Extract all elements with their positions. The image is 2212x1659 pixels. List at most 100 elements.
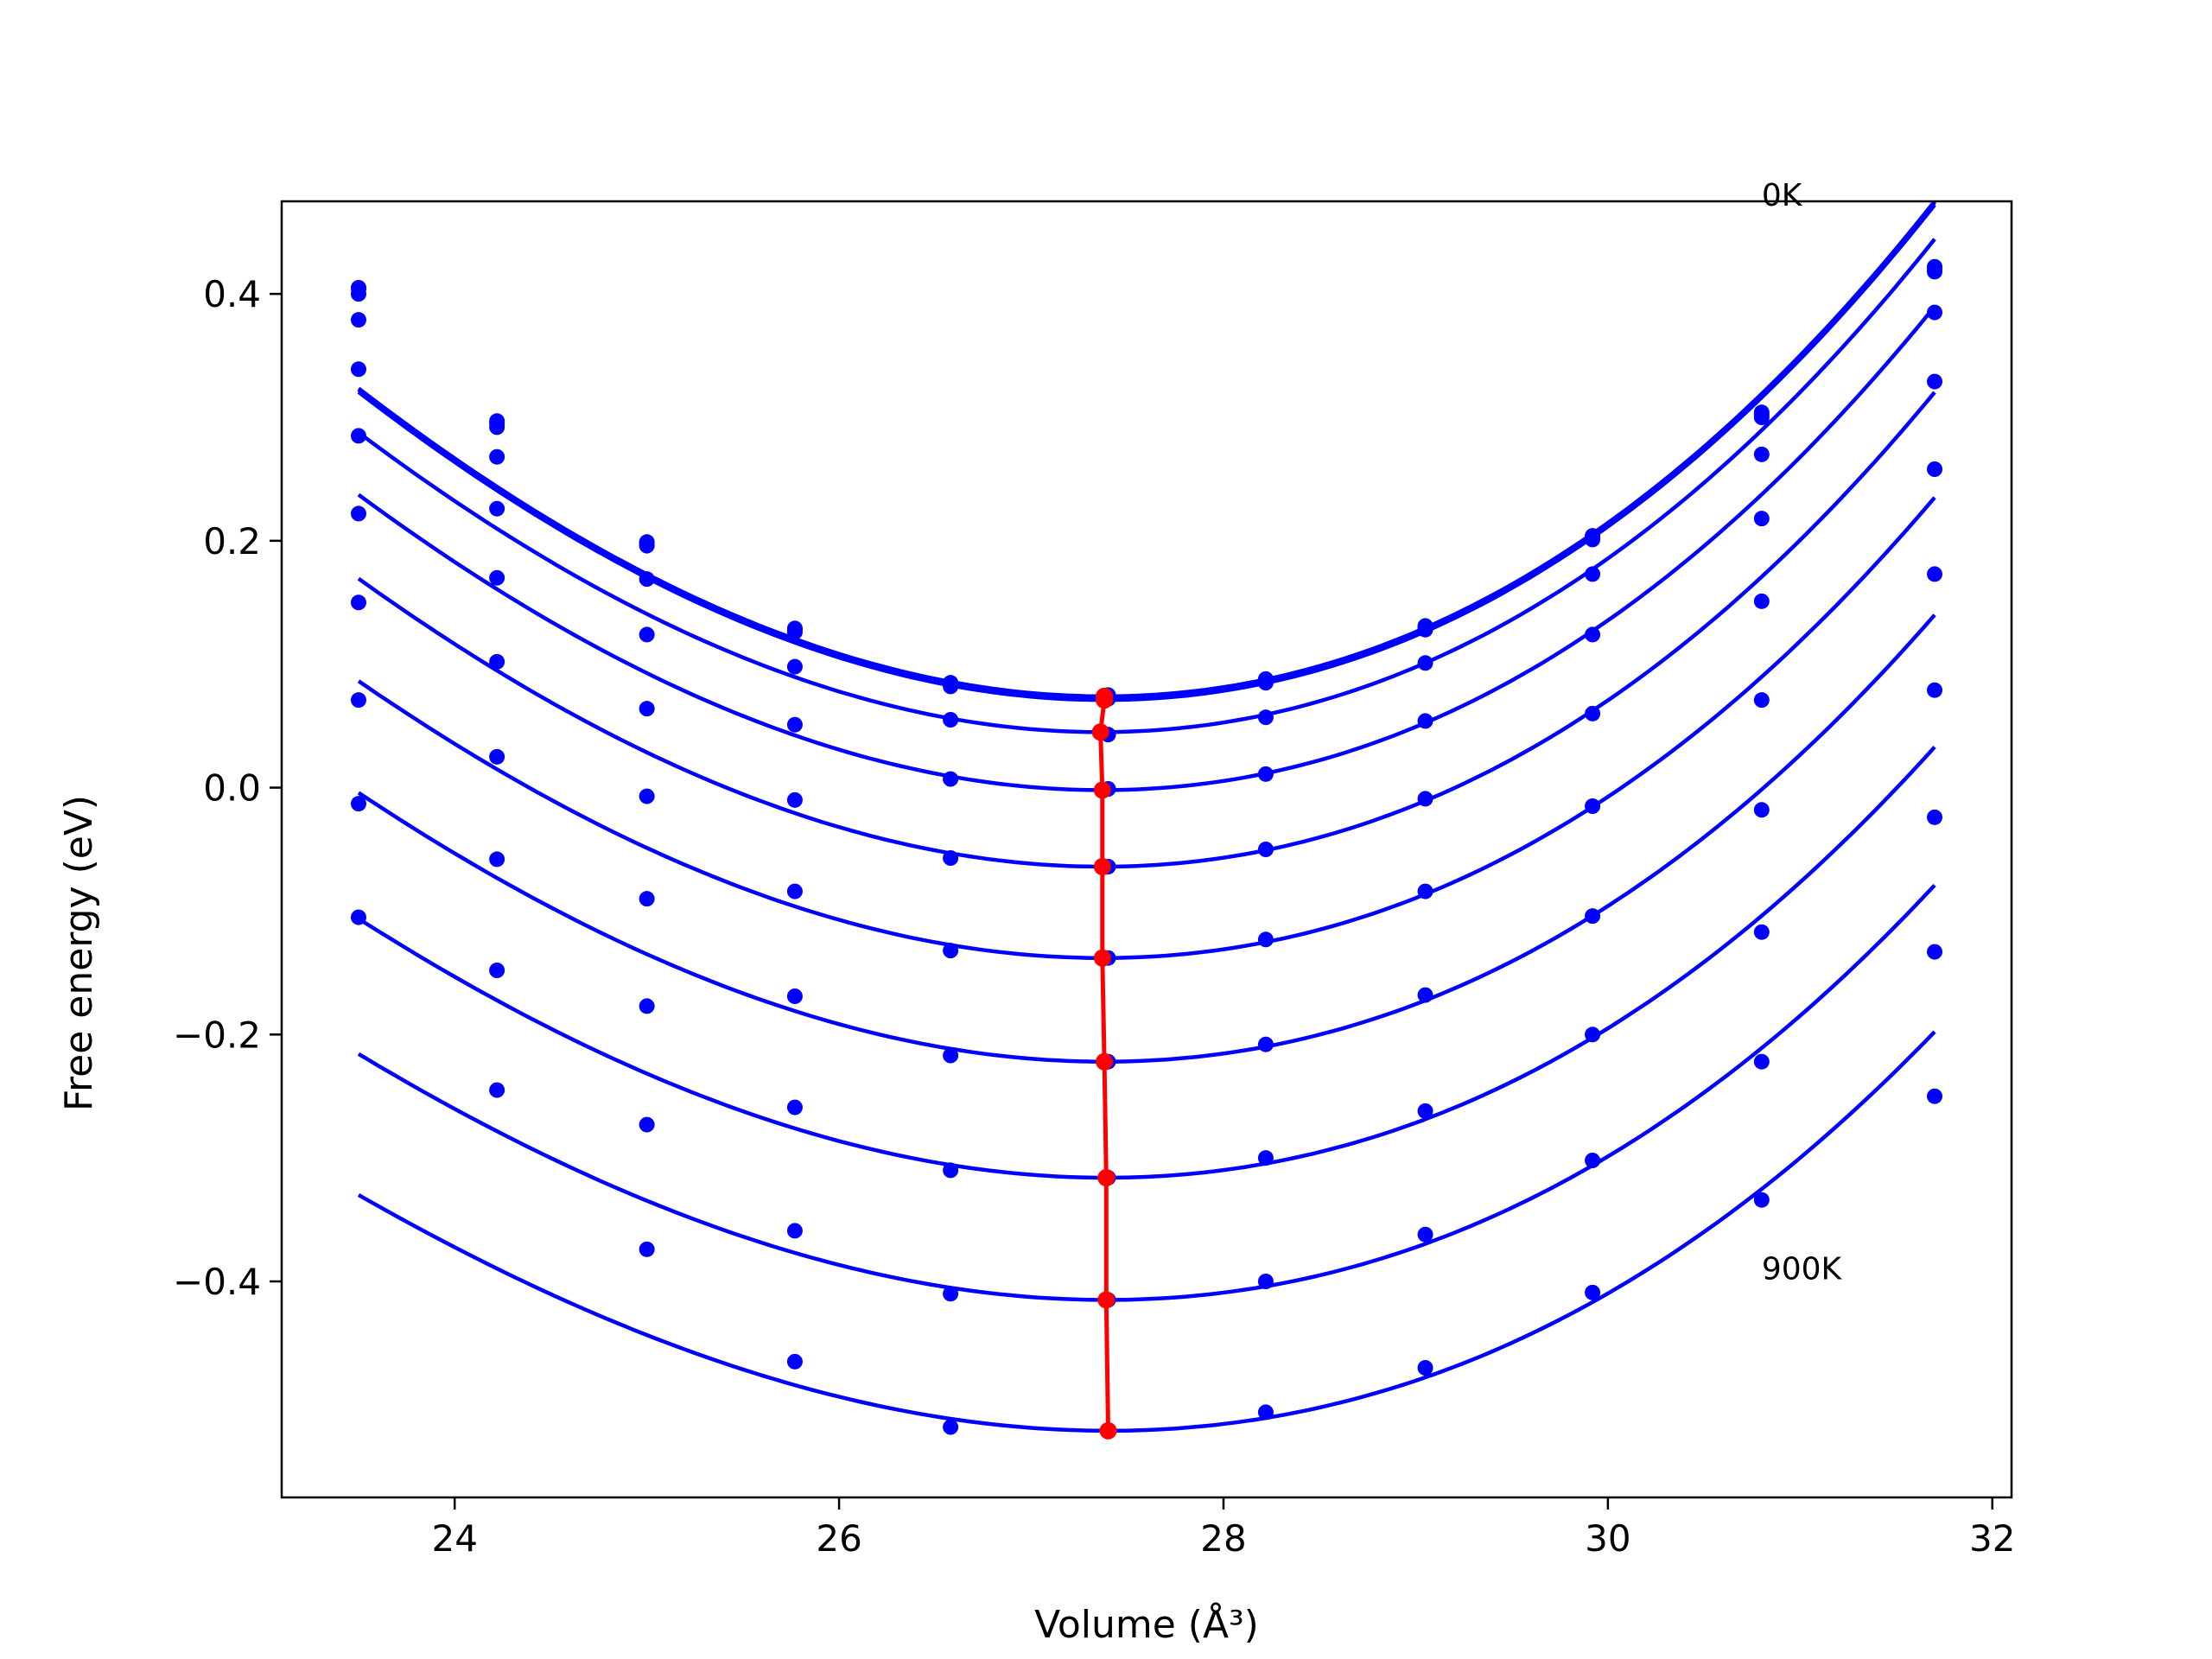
data-point-5-0 [350,428,366,444]
data-point-5-2 [639,701,655,717]
data-point-6-9 [1753,692,1770,709]
data-point-9-6 [1257,1274,1274,1289]
data-point-7-1 [489,748,505,765]
minimum-point-6 [1096,1052,1114,1071]
fit-curve-10 [357,1030,1936,1433]
minimum-point-3 [1093,781,1111,799]
data-point-10-0 [350,909,366,925]
data-point-6-7 [1417,883,1433,899]
data-point-7-7 [1417,987,1433,1003]
data-point-10-8 [1585,1284,1601,1300]
data-point-3-7 [1417,655,1433,671]
data-point-7-10 [1927,682,1943,698]
data-point-8-2 [639,998,655,1014]
data-point-6-6 [1257,931,1274,948]
x-tick-label-0: 24 [431,1517,477,1560]
data-point-7-3 [786,988,803,1004]
data-point-7-4 [943,1047,959,1064]
data-point-5-10 [1927,461,1943,477]
minimum-point-9 [1099,1421,1117,1440]
data-point-5-4 [943,850,959,866]
fit-curve-2 [357,203,1936,702]
minimum-point-1 [1096,691,1114,709]
y-tick-label-0: −0.4 [173,1261,261,1303]
data-point-7-8 [1585,908,1601,925]
data-point-4-3 [786,716,803,733]
x-tick-label-2: 28 [1200,1517,1246,1560]
minimum-line [1098,696,1110,1431]
plot-series-group [350,201,1943,1440]
data-point-3-6 [1257,709,1274,726]
data-point-9-4 [943,1286,959,1302]
data-point-3-2 [639,571,655,588]
data-point-8-10 [1927,809,1943,825]
data-point-8-1 [489,851,505,868]
y-tick-label-3: 0.2 [203,520,261,563]
data-point-9-3 [786,1223,803,1239]
data-point-3-1 [489,448,505,465]
data-point-4-8 [1585,626,1601,643]
data-point-3-0 [350,312,366,328]
data-point-5-3 [786,791,803,808]
data-point-4-6 [1257,766,1274,782]
data-point-10-9 [1753,1192,1770,1208]
data-point-7-9 [1753,802,1770,818]
data-point-6-4 [943,943,959,959]
annotation-0: 0K [1762,178,1803,213]
data-point-7-0 [350,594,366,611]
data-point-3-3 [786,658,803,675]
data-point-8-7 [1417,1103,1433,1119]
data-point-10-10 [1927,1088,1943,1104]
data-point-4-10 [1927,373,1943,390]
fit-curve-7 [357,613,1936,1064]
data-point-8-8 [1585,1027,1601,1043]
data-point-8-0 [350,692,366,709]
data-point-8-4 [943,1162,959,1179]
minimum-point-4 [1093,858,1111,875]
data-point-5-1 [489,569,505,586]
data-point-2-10 [1927,264,1943,280]
x-tick-label-4: 32 [1969,1517,2015,1560]
data-point-5-9 [1753,593,1770,609]
data-point-2-1 [489,419,505,435]
y-tick-label-4: 0.4 [203,273,261,315]
fit-curve-9 [357,883,1936,1302]
minimum-point-5 [1093,949,1111,967]
x-axis-label: Volume (Å³) [1034,1601,1259,1647]
data-point-10-3 [786,1353,803,1370]
data-point-4-9 [1753,511,1770,527]
data-point-8-3 [786,1099,803,1116]
data-point-6-3 [786,883,803,899]
annotation-1: 900K [1762,1252,1843,1287]
data-point-6-2 [639,788,655,804]
data-point-6-0 [350,505,366,522]
data-point-10-2 [639,1241,655,1257]
data-point-7-2 [639,891,655,907]
y-axis-label: Free energy (eV) [57,795,101,1111]
fit-curve-6 [357,496,1936,960]
data-point-5-8 [1585,705,1601,721]
data-point-3-9 [1753,446,1770,462]
data-point-2-8 [1585,531,1601,548]
data-point-6-1 [489,653,505,670]
data-point-4-1 [489,500,505,517]
data-point-10-1 [489,1082,505,1098]
data-point-8-9 [1753,924,1770,940]
y-tick-label-2: 0.0 [203,767,261,810]
y-tick-label-1: −0.2 [173,1014,261,1056]
minimum-point-8 [1097,1291,1116,1309]
data-point-9-0 [350,796,366,812]
data-point-4-7 [1417,713,1433,729]
data-point-9-8 [1585,1153,1601,1168]
data-point-5-7 [1417,791,1433,807]
data-point-6-10 [1927,566,1943,582]
data-point-4-2 [639,626,655,643]
data-point-9-1 [489,963,505,978]
text-layer: Volume (Å³) Free energy (eV) [57,795,1259,1647]
data-point-2-6 [1257,675,1274,691]
x-tick-label-3: 30 [1585,1517,1630,1560]
data-point-6-8 [1585,798,1601,814]
data-point-2-9 [1753,410,1770,425]
data-point-2-3 [786,624,803,640]
